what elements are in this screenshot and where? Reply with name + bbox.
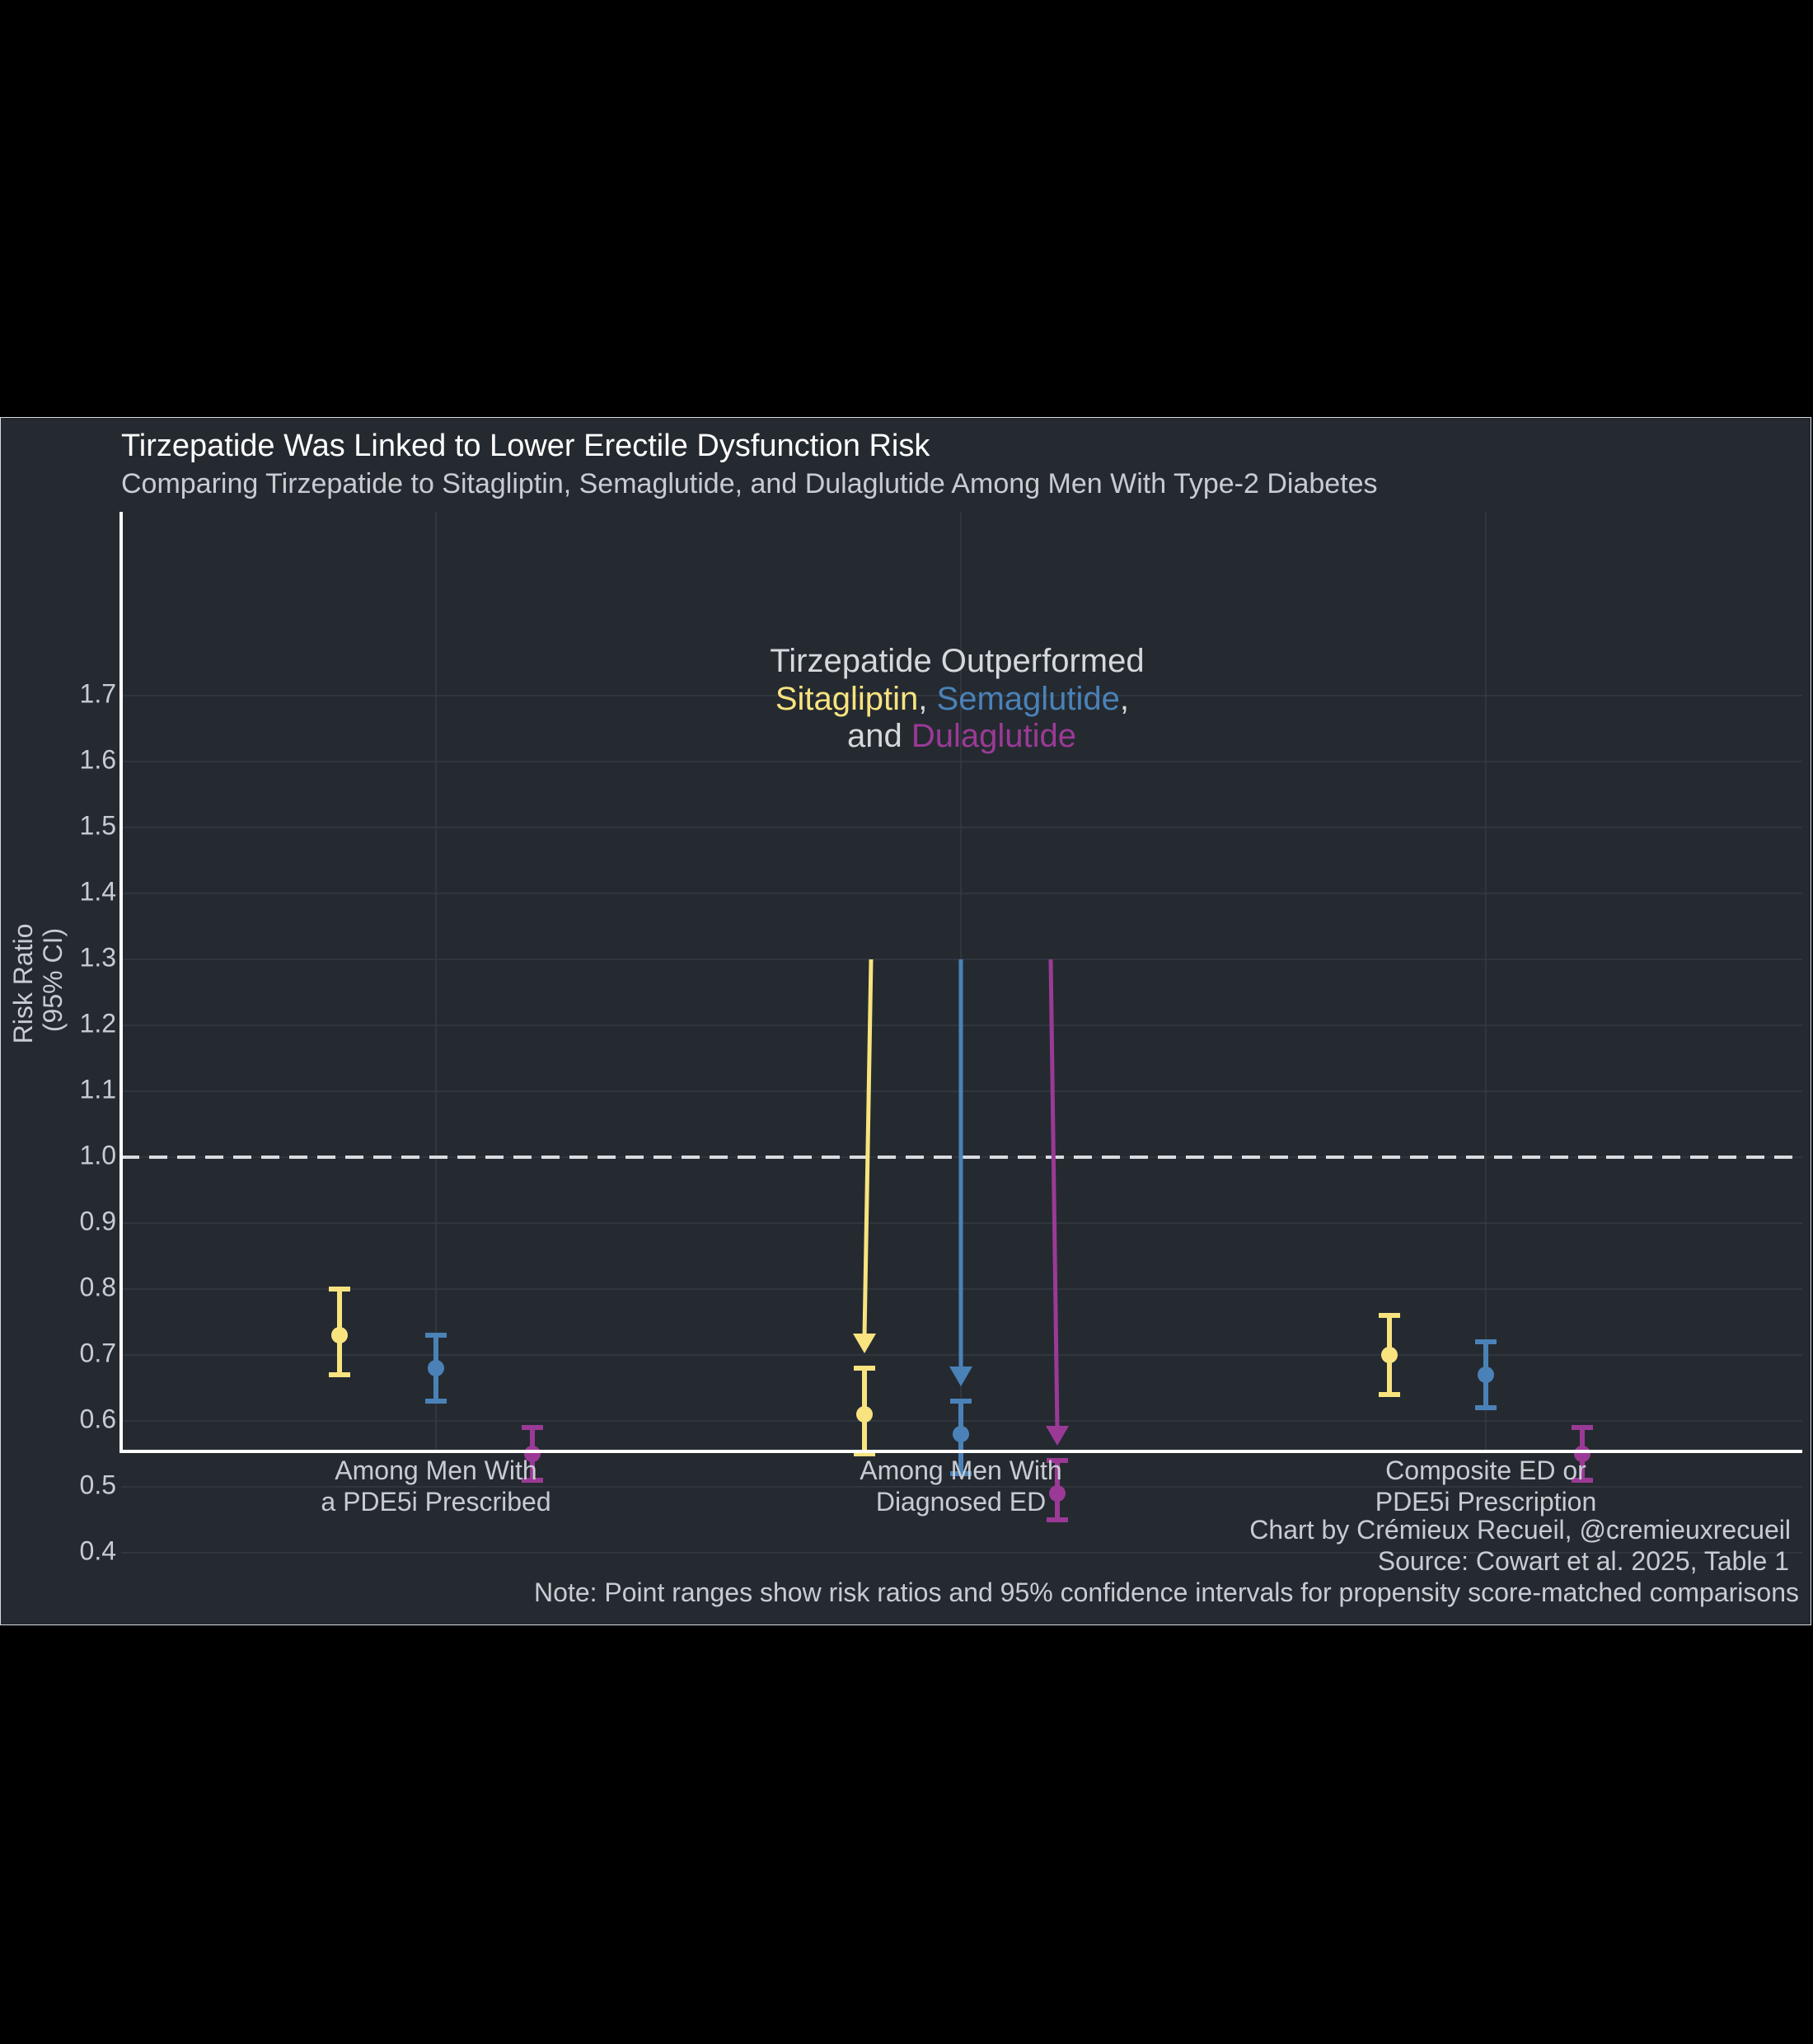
x-tick-label: Among Men With a PDE5i Prescribed — [321, 1456, 550, 1517]
x-tick-label-line: Among Men With — [860, 1456, 1061, 1485]
caption-note: Note: Point ranges show risk ratios and … — [534, 1578, 1799, 1607]
chart-svg: 0.4 0.5 0.6 0.7 0.8 0.9 1.0 1.1 1.2 1.3 1.4 1.5 1.6 1… — [8, 429, 1802, 1607]
x-tick-label: Among Men With Diagnosed ED — [860, 1456, 1061, 1517]
annotation-line-1: Tirzepatide Outperformed — [770, 643, 1144, 679]
chart-title: Tirzepatide Was Linked to Lower Erectile… — [121, 429, 930, 463]
x-tick-label-line: PDE5i Prescription — [1375, 1487, 1597, 1517]
annotation-arrowhead-sitagliptin — [853, 1334, 876, 1353]
point-range-sitagliptin-3 — [1379, 1313, 1400, 1397]
y-tick-label: 0.8 — [80, 1272, 116, 1301]
y-tick-label: 1.5 — [80, 810, 116, 840]
annotation-arrowhead-semaglutide — [949, 1367, 972, 1386]
annotation-segment: Sitagliptin — [775, 681, 918, 717]
y-axis-label: Risk Ratio (95% CI) — [8, 917, 68, 1044]
point-range-sitagliptin-2 — [854, 1366, 875, 1456]
annotation-line-2: Sitagliptin, Semaglutide, — [775, 681, 1129, 717]
point-range-sitagliptin-1 — [329, 1287, 350, 1377]
point-marker — [953, 1426, 969, 1442]
annotation-arrows — [853, 959, 1069, 1446]
annotation-segment: , — [1120, 681, 1129, 717]
chart-subtitle: Comparing Tirzepatide to Sitagliptin, Se… — [121, 468, 1378, 499]
x-tick-label: Composite ED or PDE5i Prescription — [1375, 1456, 1597, 1517]
y-axis-label-line-1: Risk Ratio — [8, 924, 38, 1044]
y-tick-label: 1.6 — [80, 744, 116, 774]
y-tick-label: 1.3 — [80, 942, 116, 972]
annotation-arrowhead-dulaglutide — [1046, 1426, 1069, 1446]
point-range-dulaglutide-2 — [1047, 1458, 1068, 1522]
annotation-arrow-sitagliptin — [862, 959, 874, 1338]
point-marker — [1381, 1347, 1398, 1363]
point-marker — [331, 1327, 348, 1343]
text-layer: Tirzepatide Was Linked to Lower Erectile… — [8, 429, 1799, 1607]
y-tick-label: 1.2 — [80, 1008, 116, 1038]
annotation-line-3: and Dulaglutide — [847, 718, 1076, 754]
annotation-arrow-dulaglutide — [1048, 959, 1060, 1430]
annotation-segment: , — [918, 681, 936, 717]
chart-panel: 0.4 0.5 0.6 0.7 0.8 0.9 1.0 1.1 1.2 1.3 1.4 1.5 1.6 1… — [0, 417, 1811, 1625]
x-tick-label-line: Among Men With — [335, 1456, 536, 1485]
annotation-segment: Dulaglutide — [911, 718, 1076, 754]
point-marker — [1049, 1485, 1066, 1502]
point-marker — [428, 1360, 444, 1376]
y-tick-label: 0.9 — [80, 1206, 116, 1235]
annotation-segment: Semaglutide — [937, 681, 1120, 717]
annotation-segment: and — [847, 718, 911, 754]
y-tick-label: 0.5 — [80, 1470, 116, 1499]
point-range-semaglutide-1 — [425, 1333, 447, 1404]
y-tick-label: 0.6 — [80, 1404, 116, 1433]
x-tick-label-line: Composite ED or — [1385, 1456, 1586, 1485]
x-tick-label-line: a PDE5i Prescribed — [321, 1487, 550, 1517]
caption-credit: Chart by Crémieux Recueil, @cremieuxrecu… — [1249, 1515, 1791, 1545]
y-tick-label: 0.4 — [80, 1535, 116, 1565]
y-tick-label: 1.1 — [80, 1074, 116, 1104]
y-axis-label-line-2: (95% CI) — [38, 928, 68, 1032]
caption-source: Source: Cowart et al. 2025, Table 1 — [1378, 1546, 1789, 1576]
y-tick-label: 0.7 — [80, 1338, 116, 1367]
x-tick-label-line: Diagnosed ED — [876, 1487, 1046, 1517]
annotation-text: Tirzepatide Outperformed Sitagliptin, Se… — [770, 643, 1153, 754]
axis-layer: 0.4 0.5 0.6 0.7 0.8 0.9 1.0 1.1 1.2 1.3 1.4 1.5 1.6 1… — [80, 512, 1802, 1565]
point-range-semaglutide-2 — [950, 1399, 972, 1476]
y-tick-label: 1.4 — [80, 876, 116, 906]
point-marker — [1478, 1367, 1494, 1383]
point-range-semaglutide-3 — [1475, 1339, 1497, 1410]
y-tick-label: 1.7 — [80, 678, 116, 708]
y-tick-label: 1.0 — [80, 1140, 116, 1170]
point-marker — [856, 1406, 873, 1423]
